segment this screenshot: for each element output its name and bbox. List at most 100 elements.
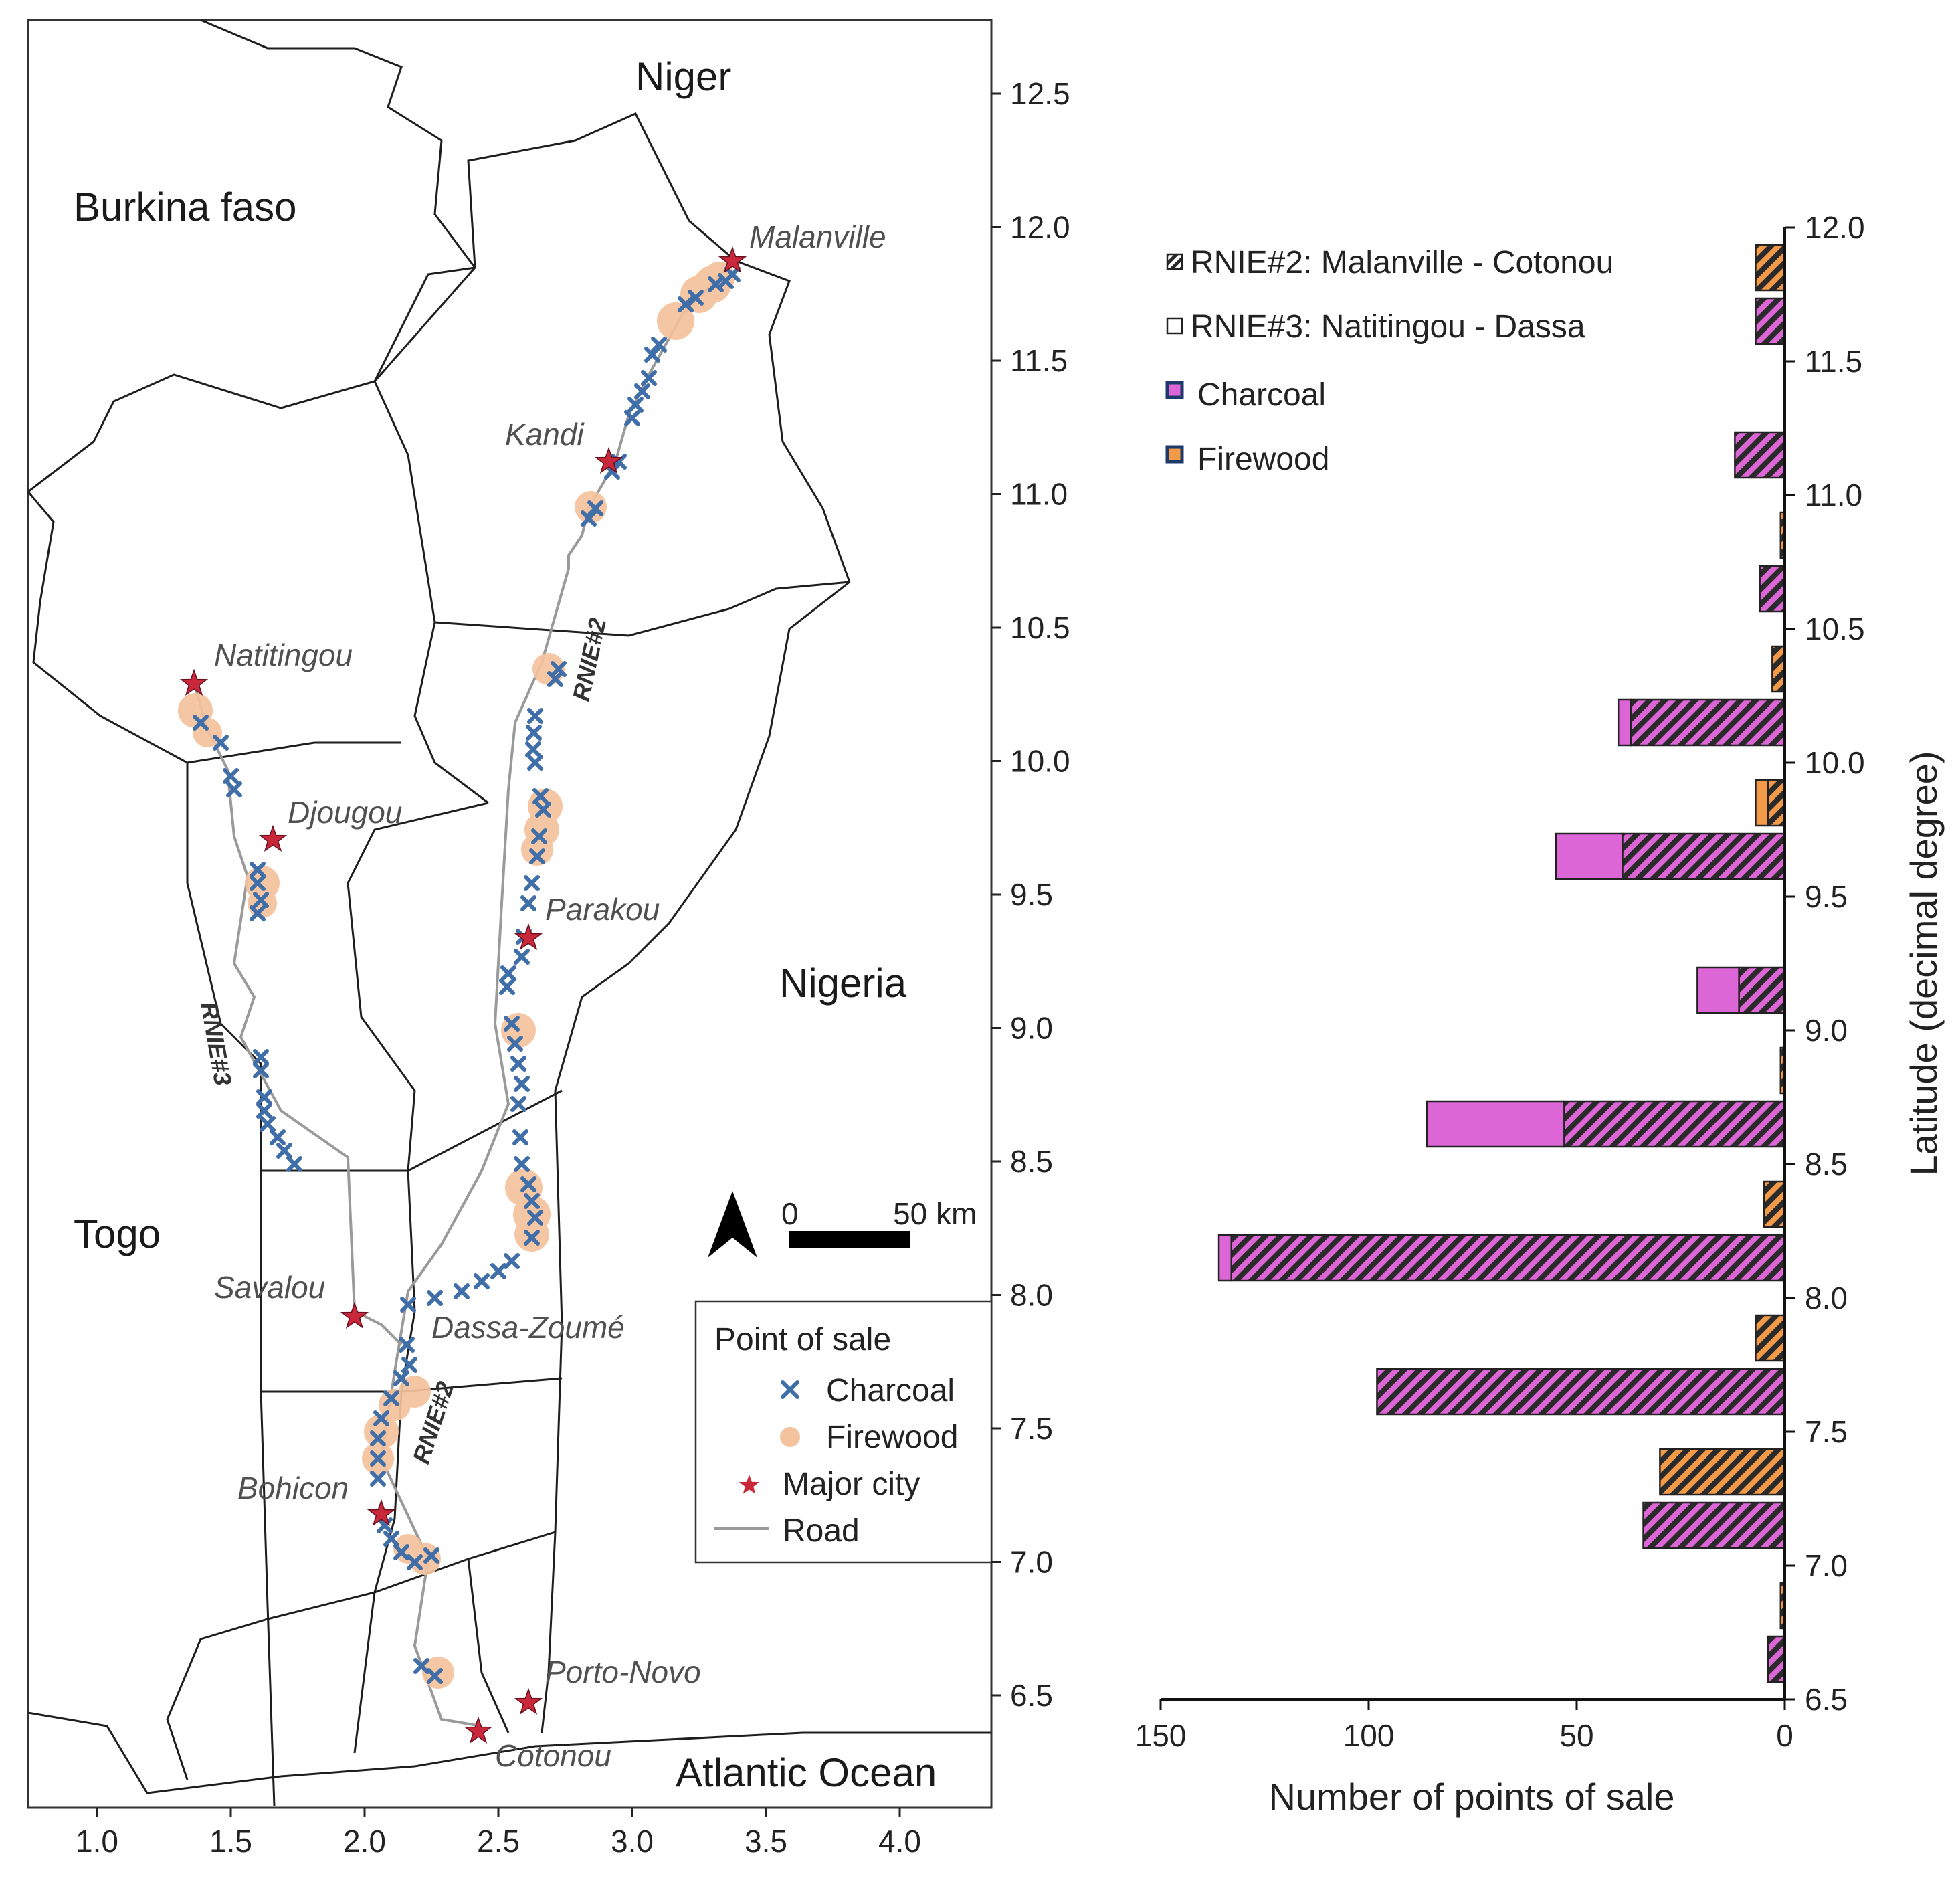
bar-rnie2-firewood — [1767, 779, 1786, 827]
bar-rnie2-firewood — [1659, 1448, 1786, 1496]
bar-layer — [1217, 244, 1786, 1683]
bar-chart-x-ticks: 150 100 50 0 — [1135, 1699, 1793, 1753]
charcoal-marker — [627, 397, 644, 413]
charcoal-points — [193, 266, 741, 1684]
map-legend-title: Point of sale — [714, 1322, 891, 1357]
charcoal-marker — [581, 510, 597, 527]
charcoal-marker — [514, 1076, 530, 1092]
charcoal-marker — [370, 1450, 386, 1467]
map-ytick-label: 7.5 — [1010, 1411, 1053, 1446]
charcoal-marker — [535, 802, 551, 818]
charcoal-marker — [634, 383, 650, 399]
bar-legend-rnie2: RNIE#2: Malanville - Cotonou — [1191, 245, 1613, 280]
scale-bar-start: 0 — [781, 1196, 799, 1231]
charcoal-marker — [401, 1357, 417, 1373]
city-star-icon — [718, 246, 747, 274]
map-legend-firewood: Firewood — [826, 1420, 958, 1455]
bar-rnie2-firewood — [1763, 1180, 1786, 1228]
scale-bar-end: 50 km — [893, 1196, 977, 1231]
charcoal-marker — [226, 781, 242, 797]
charcoal-marker — [393, 1370, 409, 1386]
charcoal-marker — [276, 1143, 292, 1159]
charcoal-marker — [510, 1056, 526, 1072]
bar-ytick-label: 7.5 — [1805, 1414, 1848, 1449]
charcoal-marker — [250, 875, 266, 891]
map-ytick-label: 7.0 — [1010, 1545, 1053, 1580]
map-xtick-label: 3.0 — [611, 1824, 654, 1859]
charcoal-marker — [256, 1103, 272, 1119]
charcoal-marker — [624, 410, 640, 426]
map-xtick-label: 2.5 — [477, 1824, 520, 1859]
map-ytick-label: 11.0 — [1010, 477, 1068, 512]
charcoal-marker — [510, 1096, 526, 1112]
map-xtick-label: 1.0 — [76, 1824, 118, 1859]
map-ytick-label: 12.0 — [1010, 210, 1070, 245]
city-star-icon — [367, 1499, 396, 1527]
bar-ytick-label: 10.5 — [1805, 612, 1865, 646]
charcoal-marker — [490, 1263, 506, 1279]
charcoal-marker — [520, 1176, 536, 1192]
legend-plain-swatch — [1166, 317, 1183, 335]
charcoal-marker — [250, 905, 266, 921]
map-xtick-label: 3.5 — [745, 1824, 787, 1859]
bar-rnie3-charcoal — [1217, 1234, 1232, 1282]
charcoal-marker — [504, 1016, 520, 1032]
map-latitude-axis: 12.5 12.0 11.5 11.0 10.5 10.0 9.5 9.0 8.5 8.0 7.5 7… — [991, 76, 1070, 1713]
city-label-natitingou: Natitingou — [214, 638, 353, 672]
city-label-parakou: Parakou — [545, 892, 660, 927]
scale-bar — [789, 1231, 910, 1248]
legend-charcoal-swatch — [1165, 381, 1184, 399]
country-label-togo: Togo — [74, 1212, 161, 1256]
bar-chart-y-label: Latitude (decimal degree) — [1902, 751, 1945, 1176]
map-longitude-axis: 1.0 1.5 2.0 2.5 3.0 3.5 4.0 — [76, 1808, 921, 1859]
bar-rnie2-charcoal — [1630, 698, 1786, 747]
bar-xtick-label: 50 — [1559, 1718, 1593, 1753]
map-ytick-label: 8.0 — [1010, 1278, 1053, 1313]
city-star-icon — [179, 668, 209, 696]
charcoal-marker — [507, 1036, 523, 1052]
map-panel: Niger Burkina faso Nigeria Togo Atlantic… — [27, 19, 1070, 1859]
bar-ytick-label: 11.0 — [1805, 478, 1862, 512]
charcoal-marker — [400, 1297, 416, 1313]
map-ytick-label: 9.5 — [1010, 877, 1053, 912]
bar-chart-x-label: Number of points of sale — [1269, 1776, 1675, 1818]
bar-ytick-label: 9.5 — [1805, 879, 1848, 914]
bar-rnie3-charcoal — [1555, 832, 1624, 880]
country-label-nigeria: Nigeria — [779, 961, 907, 1006]
charcoal-marker — [253, 1062, 269, 1078]
legend-dot-icon — [780, 1427, 800, 1447]
charcoal-marker — [688, 290, 704, 306]
charcoal-marker — [213, 735, 229, 751]
city-label-cotonou: Cotonou — [495, 1738, 611, 1773]
charcoal-marker — [529, 848, 545, 864]
city-label-savalou: Savalou — [214, 1270, 325, 1305]
city-label-bohicon: Bohicon — [237, 1471, 349, 1505]
charcoal-marker — [499, 979, 515, 995]
charcoal-marker — [256, 1089, 272, 1105]
charcoal-marker — [223, 768, 239, 784]
map-legend-frame — [694, 1300, 993, 1564]
bar-rnie2-charcoal — [1563, 1100, 1786, 1148]
charcoal-marker — [512, 1129, 528, 1145]
map-legend-road: Road — [783, 1513, 860, 1549]
bar-chart-y-ticks: 12.0 11.5 11.0 10.5 10.0 9.5 9.0 8.5 8.0 7.5 7.0 6.… — [1785, 210, 1865, 1717]
charcoal-marker — [454, 1283, 470, 1299]
charcoal-marker — [377, 1517, 393, 1533]
bar-rnie3-firewood — [1755, 779, 1769, 827]
charcoal-marker — [474, 1273, 490, 1289]
map-xtick-label: 1.5 — [209, 1824, 252, 1859]
country-label-niger: Niger — [635, 54, 731, 99]
bar-xtick-label: 150 — [1135, 1718, 1187, 1753]
city-star-icon — [514, 1687, 543, 1715]
charcoal-marker — [427, 1290, 443, 1306]
charcoal-marker — [641, 370, 657, 386]
bar-ytick-label: 7.0 — [1805, 1548, 1848, 1583]
map-legend: Point of sale Charcoal Firewood Major ci… — [694, 1300, 993, 1564]
charcoal-marker — [270, 1129, 286, 1145]
bar-rnie2-charcoal — [1622, 832, 1786, 880]
map-ytick-label: 8.5 — [1010, 1144, 1053, 1179]
bar-ytick-label: 6.5 — [1805, 1682, 1848, 1717]
charcoal-marker — [514, 1156, 530, 1172]
bar-legend-rnie3: RNIE#3: Natitingou - Dassa — [1191, 309, 1585, 345]
